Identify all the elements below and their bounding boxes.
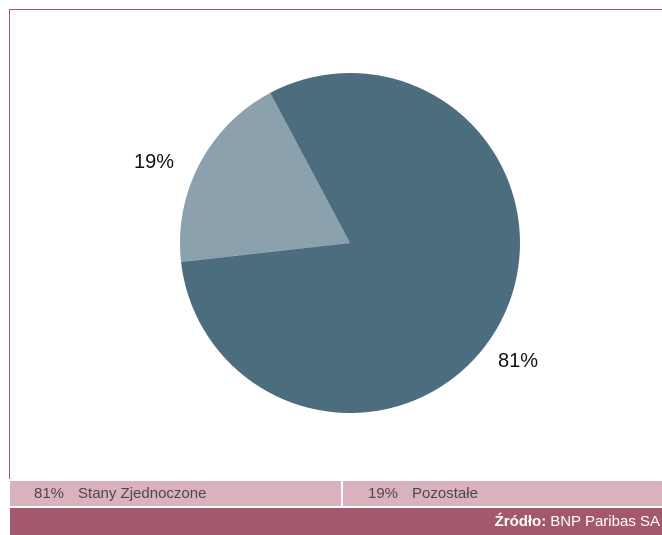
slice-label-19: 19% — [134, 151, 174, 173]
legend-item-pozostale: 19% Pozostałe — [343, 481, 662, 506]
source-text: BNP Paribas SA — [550, 513, 660, 530]
legend-pct: 19% — [368, 485, 399, 502]
pie-slice-pozostale — [180, 92, 350, 262]
legend-label: Stany Zjednoczone — [78, 485, 207, 502]
source-footer: Źródło: BNP Paribas SA — [10, 508, 662, 535]
slice-label-81: 81% — [498, 350, 538, 372]
legend-item-stany-zjednoczone: 81% Stany Zjednoczone — [10, 481, 341, 506]
pie-slice-stany-zjednoczone — [181, 73, 521, 414]
legend-pct: 81% — [34, 485, 65, 502]
pie-chart: 81% 19% — [134, 73, 538, 414]
legend-label: Pozostałe — [412, 485, 478, 502]
legend: 81% Stany Zjednoczone 19% Pozostałe — [10, 481, 662, 506]
source-prefix: Źródło: — [494, 513, 547, 530]
